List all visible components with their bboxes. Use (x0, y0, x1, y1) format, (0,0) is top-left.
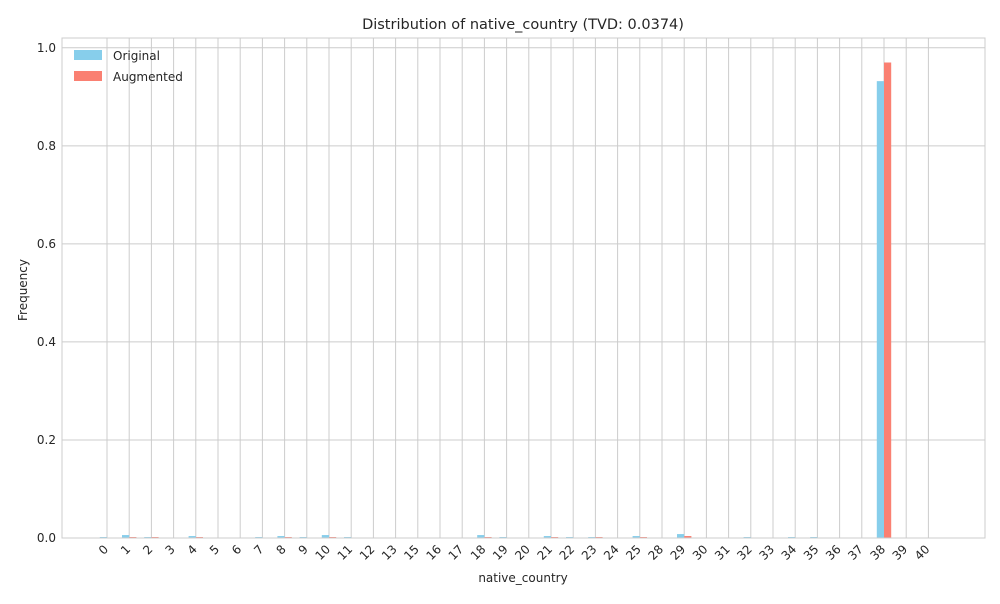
x-tick-label: 36 (823, 542, 844, 563)
x-tick-label: 33 (756, 542, 777, 563)
bar-original-25 (632, 536, 640, 538)
x-tick-label: 31 (712, 542, 733, 563)
x-tick-label: 40 (912, 542, 933, 563)
bar-original-18 (477, 535, 485, 538)
bar-augmented-29 (684, 536, 692, 538)
x-tick-label: 28 (645, 542, 666, 563)
x-tick-label: 16 (423, 542, 444, 563)
x-tick-label: 17 (446, 542, 467, 563)
legend-swatch-original (74, 50, 102, 60)
x-tick-label: 32 (734, 542, 755, 563)
y-tick-label: 0.8 (37, 139, 56, 153)
bar-original-29 (677, 534, 685, 538)
x-tick-label: 3 (162, 542, 177, 557)
x-tick-label: 8 (273, 542, 288, 557)
x-tick-label: 37 (845, 542, 866, 563)
x-tick-label: 1 (118, 542, 133, 557)
x-tick-label: 29 (668, 542, 689, 563)
x-tick-label: 10 (312, 542, 333, 563)
x-tick-label: 22 (557, 542, 578, 563)
bar-original-21 (543, 536, 551, 538)
x-tick-label: 6 (229, 542, 244, 557)
x-tick-label: 20 (512, 542, 533, 563)
bar-augmented-38 (884, 62, 892, 539)
bar-original-10 (321, 535, 329, 538)
y-tick-label: 0.0 (37, 531, 56, 545)
x-tick-label: 18 (468, 542, 489, 563)
x-tick-label: 13 (379, 542, 400, 563)
legend-label-augmented: Augmented (113, 70, 183, 84)
x-tick-label: 0 (96, 542, 111, 557)
legend-label-original: Original (113, 49, 160, 63)
x-tick-label: 24 (601, 542, 622, 563)
legend: Original Augmented (74, 49, 183, 84)
bar-original-8 (277, 536, 285, 538)
bar-original-4 (188, 536, 196, 538)
plot-frame (61, 37, 986, 539)
x-tick-label: 5 (207, 542, 222, 557)
x-tick-label: 9 (296, 542, 311, 557)
x-tick-label: 34 (779, 542, 800, 563)
y-tick-label: 0.4 (37, 335, 56, 349)
chart-title: Distribution of native_country (TVD: 0.0… (362, 17, 684, 33)
legend-swatch-augmented (74, 71, 102, 81)
y-axis-label: Frequency (16, 259, 30, 321)
x-tick-label: 2 (140, 542, 155, 557)
y-tick-label: 1.0 (37, 41, 56, 55)
x-tick-label: 21 (534, 542, 555, 563)
x-tick-label: 15 (401, 542, 422, 563)
grid-lines (62, 38, 985, 539)
x-tick-label: 30 (690, 542, 711, 563)
y-tick-label: 0.6 (37, 237, 56, 251)
x-tick-labels: 0 1 2 3 4 5 6 7 8 9 10 11 12 13 15 16 17 18 19 20 21 22 23 24 25… (96, 542, 933, 563)
x-tick-label: 19 (490, 542, 511, 563)
x-tick-label: 11 (335, 542, 356, 563)
x-tick-label: 39 (890, 542, 911, 563)
x-tick-label: 7 (251, 542, 266, 557)
x-tick-label: 23 (579, 542, 600, 563)
bar-original-38 (876, 81, 884, 538)
x-tick-label: 38 (867, 542, 888, 563)
bar-original-1 (122, 535, 130, 538)
x-tick-label: 25 (623, 542, 644, 563)
bars (99, 62, 892, 539)
x-tick-label: 12 (357, 542, 378, 563)
x-axis-label: native_country (478, 571, 567, 585)
y-tick-label: 0.2 (37, 433, 56, 447)
x-tick-label: 35 (801, 542, 822, 563)
y-tick-labels: 0.0 0.2 0.4 0.6 0.8 1.0 (37, 41, 56, 545)
x-tick-label: 4 (185, 542, 200, 557)
